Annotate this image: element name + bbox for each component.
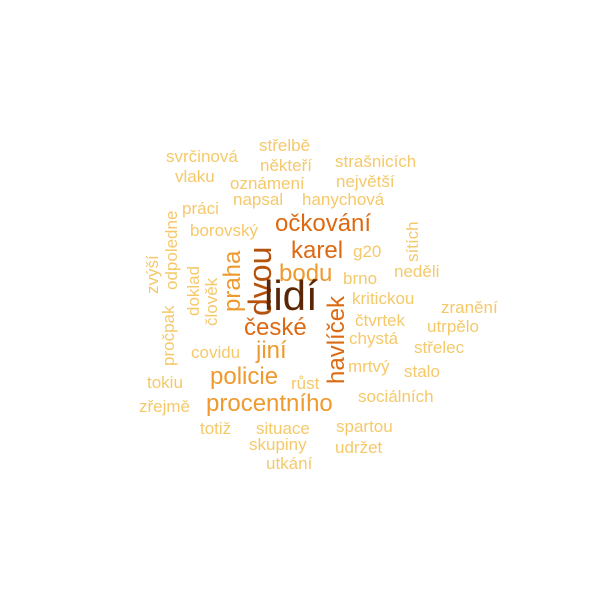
word-clovek: člověk [202, 277, 221, 326]
word-oznameni: oznámení [230, 174, 305, 193]
word-zraneni: zranění [441, 298, 498, 317]
word-spartou: spartou [336, 417, 393, 436]
word-svrcinova: svrčinová [166, 147, 238, 166]
word-covidu: covidu [191, 343, 241, 362]
word-kritickou: kritickou [352, 289, 415, 308]
word-rust: růst [291, 374, 320, 393]
word-g20: g20 [353, 242, 382, 261]
word-udrzet: udržet [335, 438, 383, 457]
word-bodu: bodu [279, 260, 333, 287]
word-napsal: napsal [233, 190, 284, 209]
word-socialnich: sociálních [358, 387, 434, 406]
word-chysta: chystá [349, 329, 399, 348]
word-havlicek: havlíček [323, 295, 350, 384]
word-utkani: utkání [266, 454, 313, 473]
word-vlaku: vlaku [175, 167, 215, 186]
word-jini: jiní [256, 337, 287, 364]
word-doklad: doklad [184, 265, 203, 316]
word-situace: situace [256, 419, 310, 438]
word-nekteri: někteří [260, 156, 312, 175]
word-praci: práci [182, 199, 219, 218]
word-sitich: sítích [403, 221, 422, 262]
word-hanychova: hanychová [302, 190, 385, 209]
word-borovsky: borovský [190, 221, 259, 240]
word-zvysi: zvýší [143, 255, 162, 294]
word-procentniho: procentního [206, 390, 333, 417]
word-policie: policie [210, 363, 279, 390]
word-strasnicich: strašnicích [335, 152, 417, 171]
word-skupiny: skupiny [249, 435, 307, 454]
word-tokiu: tokiu [147, 373, 183, 392]
word-lidi: lidí [264, 272, 318, 319]
word-karel: karel [291, 237, 344, 264]
word-mrtvy: mrtvý [348, 357, 390, 376]
word-zrejme: zřejmě [139, 397, 191, 416]
word-stalo: stalo [404, 362, 440, 381]
word-nedeli: neděli [394, 262, 440, 281]
word-strelec: střelec [414, 338, 465, 357]
word-odpoledne: odpoledne [162, 210, 181, 290]
word-ceske: české [244, 314, 307, 341]
word-procpak: pročpak [159, 305, 178, 366]
word-brno: brno [343, 269, 378, 288]
word-ockovani: očkování [275, 210, 372, 237]
word-nejvetsi: největší [336, 172, 395, 191]
word-totiz: totiž [200, 419, 232, 438]
word-strelbe: střelbě [259, 136, 311, 155]
word-utrpelo: utrpělo [427, 317, 479, 336]
word-ctvrtek: čtvrtek [355, 311, 406, 330]
